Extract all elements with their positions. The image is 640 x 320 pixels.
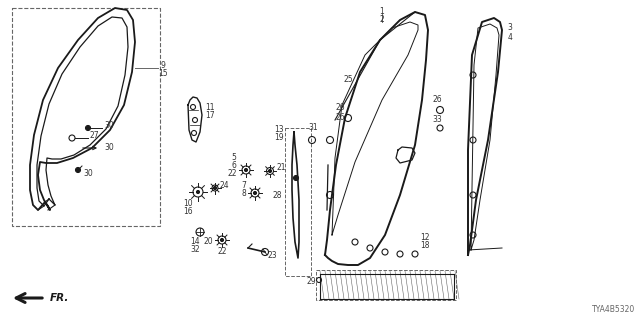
Text: 17: 17 [205, 111, 215, 121]
Text: 32: 32 [190, 245, 200, 254]
Text: 11: 11 [205, 103, 215, 113]
Text: 29: 29 [306, 276, 316, 285]
Text: 30: 30 [104, 143, 114, 153]
Text: 13: 13 [274, 125, 284, 134]
Text: 22: 22 [217, 246, 227, 255]
Text: 25: 25 [343, 76, 353, 84]
Circle shape [221, 238, 223, 242]
Circle shape [269, 170, 271, 172]
Text: 20: 20 [203, 237, 213, 246]
Text: 22: 22 [227, 170, 237, 179]
Text: 9: 9 [161, 60, 165, 69]
Text: 6: 6 [232, 162, 236, 171]
Text: 5: 5 [232, 154, 236, 163]
Text: 19: 19 [274, 133, 284, 142]
Text: 24: 24 [219, 180, 229, 189]
Text: 7: 7 [241, 181, 246, 190]
Text: 1: 1 [380, 6, 385, 15]
Text: 31: 31 [308, 124, 318, 132]
Text: 10: 10 [183, 198, 193, 207]
Text: TYA4B5320: TYA4B5320 [592, 305, 635, 314]
Text: 28: 28 [272, 190, 282, 199]
Text: 8: 8 [242, 189, 246, 198]
Text: 27: 27 [89, 131, 99, 140]
Circle shape [294, 175, 298, 180]
Circle shape [196, 190, 200, 194]
Circle shape [214, 187, 216, 189]
Text: 33: 33 [432, 116, 442, 124]
Text: 4: 4 [508, 34, 513, 43]
Bar [285, 128, 311, 276]
Text: 30: 30 [83, 169, 93, 178]
Text: FR.: FR. [50, 293, 69, 303]
Text: 2: 2 [380, 14, 385, 23]
Text: 26: 26 [335, 103, 345, 113]
Text: 14: 14 [190, 237, 200, 246]
Text: 3: 3 [508, 23, 513, 33]
Circle shape [76, 167, 81, 172]
Bar [12, 8, 160, 226]
Circle shape [244, 169, 248, 172]
Circle shape [86, 125, 90, 131]
Text: 16: 16 [183, 206, 193, 215]
Text: 12: 12 [420, 234, 429, 243]
Text: 21: 21 [276, 163, 285, 172]
Text: 26: 26 [432, 95, 442, 105]
Bar [316, 270, 456, 300]
Text: 26: 26 [335, 114, 345, 123]
Text: 18: 18 [420, 242, 429, 251]
Circle shape [253, 191, 257, 195]
Text: 23: 23 [267, 251, 277, 260]
Text: 15: 15 [158, 69, 168, 78]
Text: 30: 30 [104, 121, 114, 130]
